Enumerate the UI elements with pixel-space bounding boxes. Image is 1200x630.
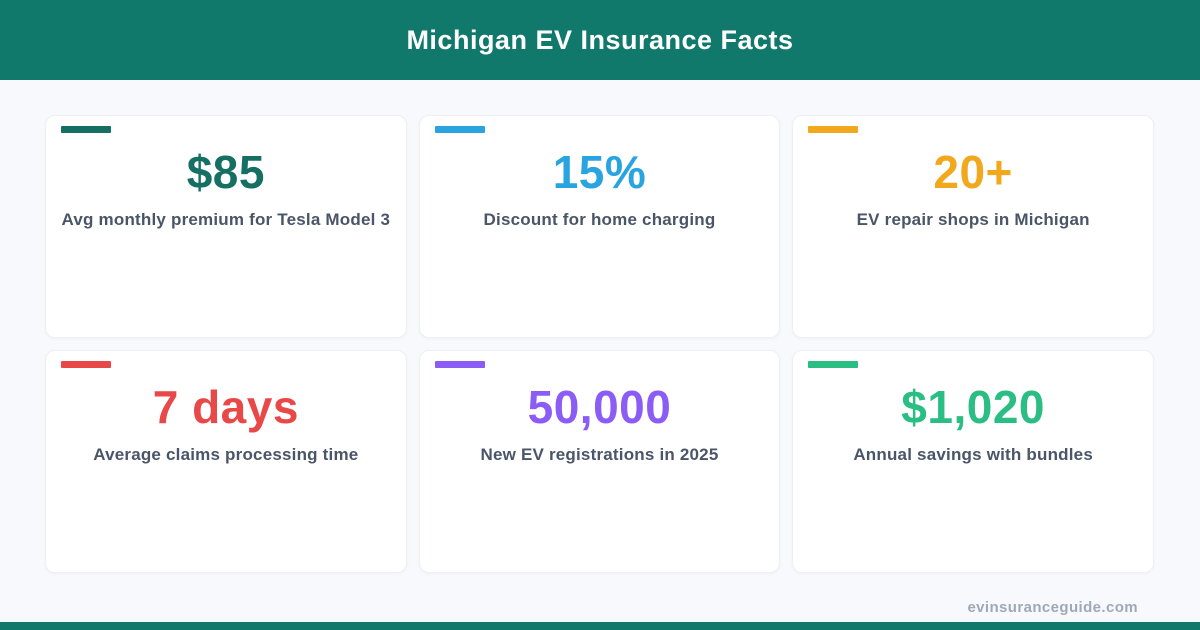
stat-label: Discount for home charging [483,209,716,229]
stat-value: $1,020 [901,381,1045,433]
stat-value: 20+ [933,146,1013,198]
stat-value: $85 [186,146,265,198]
accent-bar [808,361,859,368]
accent-bar [434,361,485,368]
stat-card-repair-shops: 20+ EV repair shops in Michigan [792,115,1154,338]
stat-card-premium: $85 Avg monthly premium for Tesla Model … [45,115,407,338]
stat-value: 7 days [152,381,299,433]
stat-label: Annual savings with bundles [853,444,1093,464]
stat-card-registrations: 50,000 New EV registrations in 2025 [418,350,781,573]
stats-grid: $85 Avg monthly premium for Tesla Model … [0,80,1200,573]
accent-bar [434,126,485,133]
stat-label: EV repair shops in Michigan [856,209,1090,229]
stat-card-bundle-savings: $1,020 Annual savings with bundles [792,350,1154,573]
accent-bar [61,126,111,133]
stat-label: New EV registrations in 2025 [480,444,719,464]
stat-card-discount: 15% Discount for home charging [418,115,781,338]
accent-bar [61,361,111,368]
stat-card-claims-time: 7 days Average claims processing time [45,350,407,573]
footer-accent-bar [0,622,1200,630]
stat-label: Average claims processing time [93,444,359,464]
stat-value: 15% [552,146,647,198]
header-banner: Michigan EV Insurance Facts [0,0,1200,80]
stat-label: Avg monthly premium for Tesla Model 3 [61,209,391,229]
page-title: Michigan EV Insurance Facts [406,24,794,55]
accent-bar [808,126,859,133]
stat-value: 50,000 [527,381,672,433]
website-url: evinsuranceguide.com [967,599,1138,616]
